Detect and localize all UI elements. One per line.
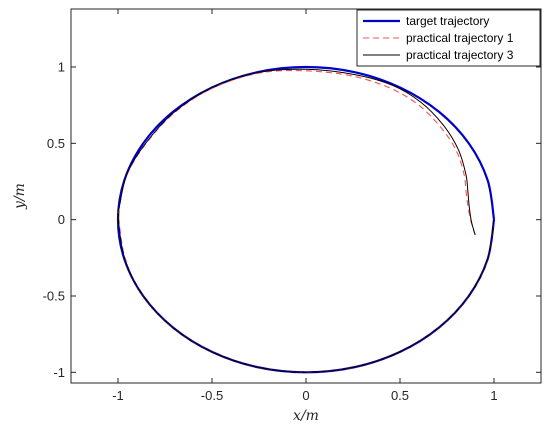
series-line-2	[117, 70, 495, 373]
series-line-3	[117, 68, 495, 373]
y-tick-label: -1	[53, 365, 65, 380]
legend-box	[356, 9, 541, 67]
x-tick-label: 1	[490, 388, 497, 403]
tick-labels: -1 -0.5 0 0.5 1 -1 -0.5 0 0.5 1	[43, 60, 498, 403]
y-tick-label: 1	[58, 60, 65, 75]
y-tick-label: 0	[58, 212, 65, 227]
y-tick-label: -0.5	[43, 288, 65, 303]
legend-label: practical trajectory 1	[406, 31, 514, 45]
x-axis-label: x/m	[293, 408, 319, 424]
x-tick-label: 0.5	[391, 388, 409, 403]
x-tick-label: 0	[302, 388, 309, 403]
y-axis-label: y/m	[12, 183, 28, 210]
series-layer	[116, 65, 496, 374]
legend: target trajectory practical trajectory 1 p…	[356, 9, 541, 67]
x-tick-label: -0.5	[201, 388, 223, 403]
legend-label: target trajectory	[406, 14, 489, 28]
x-tick-label: -1	[112, 388, 124, 403]
y-tick-label: 0.5	[47, 136, 65, 151]
legend-label: practical trajectory 3	[406, 48, 514, 62]
